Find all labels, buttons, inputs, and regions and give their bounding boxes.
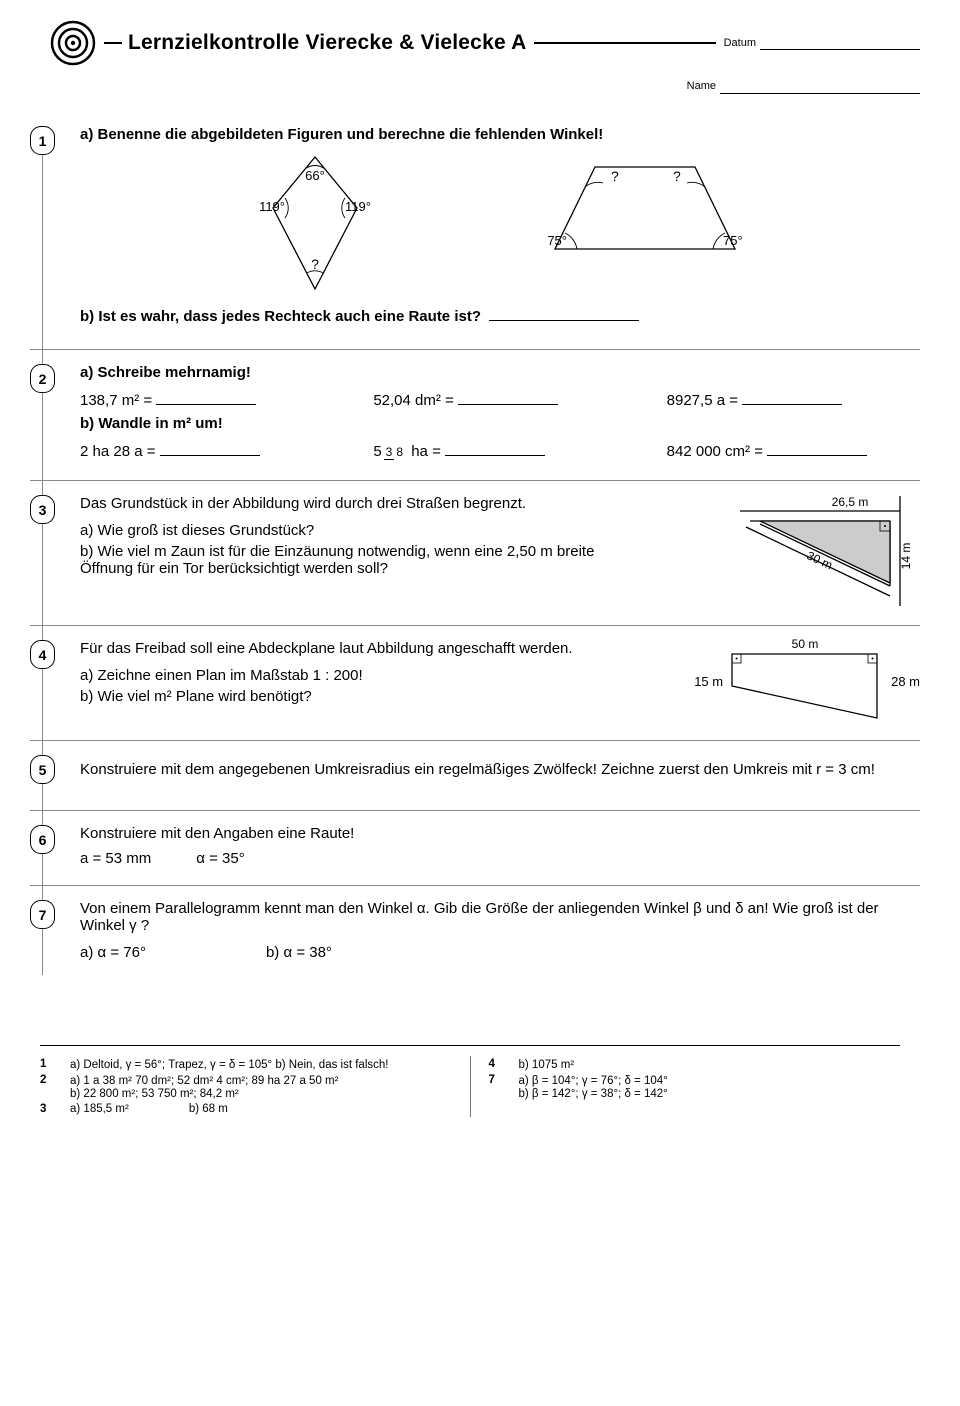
svg-text:?: ? <box>611 168 619 184</box>
t1-a: a) Benenne die abgebildeten Figuren und … <box>80 126 920 143</box>
svg-text:66°: 66° <box>305 168 325 183</box>
task-6: 6 Konstruiere mit den Angaben eine Raute… <box>30 811 920 886</box>
task-2: 2 a) Schreibe mehrnamig! 138,7 m² = 52,0… <box>30 350 920 481</box>
pool-figure: 50 m <box>727 636 887 726</box>
svg-text:26,5 m: 26,5 m <box>832 495 869 509</box>
svg-text:14 m: 14 m <box>899 543 913 570</box>
svg-text:50 m: 50 m <box>792 637 819 651</box>
target-icon <box>50 20 96 66</box>
svg-text:75°: 75° <box>547 233 567 248</box>
date-label: Datum <box>724 37 756 49</box>
name-label: Name <box>687 80 716 94</box>
task-5: 5 Konstruiere mit dem angegebenen Umkrei… <box>30 741 920 811</box>
task-number: 7 <box>30 900 55 929</box>
svg-text:119°: 119° <box>259 199 285 214</box>
task-number: 1 <box>30 126 55 155</box>
name-input-line[interactable] <box>720 80 920 94</box>
kite-figure: 66° 119° 119° ? <box>255 153 375 293</box>
task-number: 5 <box>30 755 55 784</box>
header: Lernzielkontrolle Vierecke & Vielecke A … <box>20 20 920 66</box>
t2-b: b) Wandle in m² um! <box>80 415 920 432</box>
date-input-line[interactable] <box>760 36 920 50</box>
svg-text:119°: 119° <box>345 199 371 214</box>
t2-a: a) Schreibe mehrnamig! <box>80 364 920 381</box>
triangle-plot-figure: 26,5 m 14 m 30 m <box>740 491 920 611</box>
t1-b: b) Ist es wahr, dass jedes Rechteck auch… <box>80 308 481 325</box>
task-number: 3 <box>30 495 55 524</box>
svg-text:?: ? <box>673 168 681 184</box>
task-1: 1 a) Benenne die abgebildeten Figuren un… <box>30 112 920 350</box>
svg-text:?: ? <box>311 256 319 272</box>
task-4: 4 Für das Freibad soll eine Abdeckplane … <box>30 626 920 741</box>
page-title: Lernzielkontrolle Vierecke & Vielecke A <box>128 31 526 55</box>
answer-key: 1a) Deltoid, γ = 56°; Trapez, γ = δ = 10… <box>40 1045 900 1117</box>
svg-text:75°: 75° <box>723 233 743 248</box>
t1-b-blank[interactable] <box>489 307 639 321</box>
task-number: 6 <box>30 825 55 854</box>
task-3: 3 Das Grundstück in der Abbildung wird d… <box>30 481 920 626</box>
task-number: 2 <box>30 364 55 393</box>
task-7: 7 Von einem Parallelogramm kennt man den… <box>30 886 920 975</box>
task-number: 4 <box>30 640 55 669</box>
trapezoid-figure: ? ? 75° 75° <box>545 153 745 263</box>
